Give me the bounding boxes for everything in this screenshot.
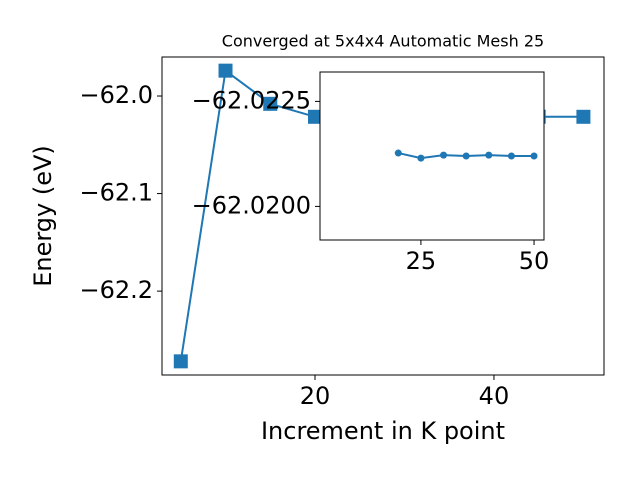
plot-data	[394, 149, 538, 162]
axes-frame	[161, 56, 605, 376]
y-tick-label: −62.2	[79, 276, 153, 304]
y-tick-label: −62.1	[79, 179, 153, 207]
y-tick-label: −62.0225	[192, 86, 311, 114]
data-point	[263, 96, 278, 111]
data-point	[394, 149, 402, 157]
data-point	[462, 152, 470, 160]
x-tick-label: 20	[300, 382, 331, 410]
x-tick-label: 25	[406, 247, 437, 275]
y-tick-label: −62.0	[79, 81, 153, 109]
x-tick-label: 40	[479, 382, 510, 410]
chart-title: Converged at 5x4x4 Automatic Mesh 25	[222, 32, 544, 51]
data-point	[218, 63, 233, 78]
axes-frame	[319, 71, 545, 241]
data-point	[440, 151, 448, 159]
data-point	[576, 109, 591, 124]
x-axis-label: Increment in K point	[261, 417, 505, 445]
data-point	[417, 154, 425, 162]
data-point	[507, 152, 515, 160]
data-point	[308, 109, 322, 124]
data-point	[173, 354, 188, 369]
data-point	[485, 151, 493, 159]
y-tick-label: −62.0200	[192, 191, 311, 219]
data-point	[530, 152, 538, 160]
y-axis-label: Energy (eV)	[29, 145, 57, 287]
x-tick-label: 50	[519, 247, 550, 275]
